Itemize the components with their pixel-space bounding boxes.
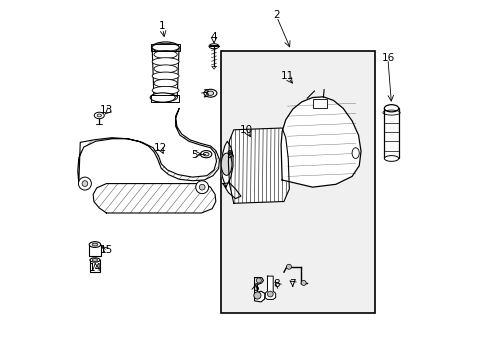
- Text: 5: 5: [191, 150, 197, 160]
- Ellipse shape: [208, 44, 219, 49]
- Text: 3: 3: [202, 89, 208, 99]
- Text: 10: 10: [239, 125, 252, 135]
- Bar: [221, 51, 375, 313]
- Circle shape: [78, 177, 91, 190]
- Ellipse shape: [154, 50, 177, 58]
- Polygon shape: [221, 141, 233, 187]
- Ellipse shape: [152, 43, 179, 51]
- Ellipse shape: [92, 243, 98, 246]
- Circle shape: [286, 264, 291, 269]
- Ellipse shape: [221, 153, 231, 175]
- Ellipse shape: [351, 148, 359, 158]
- Ellipse shape: [152, 58, 179, 66]
- Ellipse shape: [90, 258, 100, 262]
- Ellipse shape: [207, 91, 213, 95]
- Ellipse shape: [97, 114, 101, 117]
- Circle shape: [301, 280, 305, 285]
- Text: 14: 14: [88, 263, 102, 273]
- Ellipse shape: [152, 86, 179, 94]
- Polygon shape: [93, 184, 215, 213]
- Circle shape: [267, 291, 273, 297]
- Bar: [89, 244, 101, 256]
- Text: 1: 1: [159, 21, 165, 31]
- Circle shape: [195, 181, 208, 194]
- Ellipse shape: [152, 42, 179, 53]
- Bar: [90, 260, 100, 272]
- Text: 13: 13: [100, 105, 113, 115]
- Bar: [151, 95, 179, 102]
- Polygon shape: [254, 278, 265, 302]
- Ellipse shape: [152, 72, 179, 80]
- Circle shape: [256, 278, 261, 283]
- Text: 16: 16: [381, 53, 394, 63]
- Text: 15: 15: [100, 245, 113, 255]
- Ellipse shape: [154, 79, 177, 87]
- Bar: [384, 108, 398, 158]
- Ellipse shape: [150, 93, 175, 102]
- Text: 12: 12: [153, 143, 166, 153]
- Ellipse shape: [89, 242, 101, 247]
- Text: 8: 8: [273, 279, 280, 289]
- Polygon shape: [281, 97, 360, 187]
- Polygon shape: [223, 183, 241, 199]
- Text: 11: 11: [280, 71, 294, 81]
- Circle shape: [199, 184, 204, 190]
- Polygon shape: [80, 142, 214, 213]
- Circle shape: [82, 181, 88, 186]
- Ellipse shape: [203, 152, 208, 156]
- Bar: [312, 99, 326, 108]
- Polygon shape: [228, 128, 289, 203]
- Text: 4: 4: [210, 32, 217, 41]
- Text: 2: 2: [273, 10, 280, 20]
- Ellipse shape: [154, 65, 177, 73]
- Ellipse shape: [94, 112, 104, 119]
- Polygon shape: [78, 108, 219, 184]
- Ellipse shape: [203, 89, 217, 97]
- Text: 7: 7: [289, 279, 296, 289]
- Text: 6: 6: [251, 283, 258, 293]
- Text: 9: 9: [226, 150, 233, 160]
- Ellipse shape: [200, 150, 211, 158]
- Ellipse shape: [384, 156, 398, 161]
- Ellipse shape: [154, 94, 177, 102]
- Polygon shape: [264, 276, 275, 300]
- Ellipse shape: [384, 105, 398, 112]
- Circle shape: [253, 292, 261, 299]
- Bar: [151, 44, 180, 51]
- Ellipse shape: [92, 258, 97, 261]
